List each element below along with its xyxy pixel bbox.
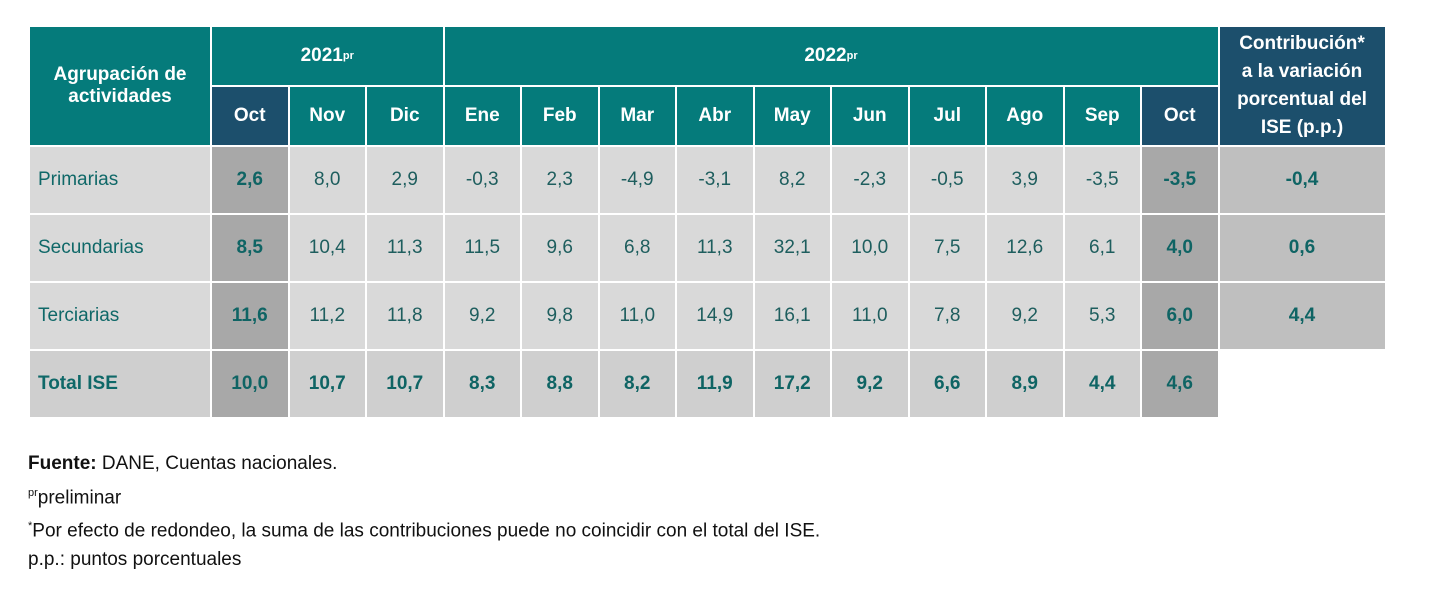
value-cell: 6,6 (909, 351, 985, 417)
contribution-line: ISE (p.p.) (1260, 117, 1344, 138)
value-cell: 10,0 (212, 351, 288, 417)
footnote-mark: pr (28, 486, 38, 499)
value-cell: 4,0 (1142, 215, 1218, 281)
value-cell: 4,6 (1142, 351, 1218, 417)
footnote: prpreliminar (28, 479, 820, 513)
year: 2022 (804, 45, 847, 66)
month-header: Oct (212, 87, 288, 145)
value-cell: 11,6 (212, 283, 288, 349)
value-cell: 10,7 (367, 351, 443, 417)
footnote-text: p.p.: puntos porcentuales (28, 549, 242, 571)
year-header: 2021 pr (212, 27, 443, 85)
value-cell: 8,3 (444, 351, 520, 417)
value-cell: -4,9 (599, 147, 675, 213)
value-cell: 9,2 (987, 283, 1063, 349)
month-header: Mar (599, 87, 675, 145)
value-cell: 2,3 (522, 147, 598, 213)
year-header: 2022 pr (444, 27, 1218, 85)
group-header: Agrupación de actividades (30, 27, 210, 145)
value-cell: -3,5 (1064, 147, 1140, 213)
value-cell: 11,0 (599, 283, 675, 349)
value-cell: -0,3 (444, 147, 520, 213)
year-note: pr (846, 50, 858, 62)
contribution-cell: -0,4 (1219, 147, 1385, 213)
month-header: Ago (987, 87, 1063, 145)
month-header: Dic (367, 87, 443, 145)
value-cell: 9,8 (522, 283, 598, 349)
value-cell: 32,1 (754, 215, 830, 281)
value-cell: 3,9 (987, 147, 1063, 213)
row-label: Total ISE (30, 351, 210, 417)
value-cell: 2,9 (367, 147, 443, 213)
value-cell: 11,8 (367, 283, 443, 349)
value-cell: 8,2 (599, 351, 675, 417)
footnote-text: DANE, Cuentas nacionales. (101, 453, 338, 474)
footnotes: Fuente: DANE, Cuentas nacionales. prprel… (28, 450, 820, 575)
value-cell: 11,3 (677, 215, 753, 281)
value-cell: 9,6 (522, 215, 598, 281)
month-header: Jun (832, 87, 908, 145)
month-header: Sep (1064, 87, 1140, 145)
value-cell: 5,3 (1064, 283, 1140, 349)
value-cell: 6,8 (599, 215, 675, 281)
value-cell: 8,9 (987, 351, 1063, 417)
value-cell: 8,8 (522, 351, 598, 417)
value-cell: 9,2 (444, 283, 520, 349)
month-header: Jul (909, 87, 985, 145)
value-cell: 7,5 (909, 215, 985, 281)
value-cell: 11,2 (289, 283, 365, 349)
value-cell: 11,3 (367, 215, 443, 281)
row-label: Terciarias (30, 283, 210, 349)
month-header: May (754, 87, 830, 145)
footnote-text: preliminar (37, 486, 122, 508)
value-cell: 17,2 (754, 351, 830, 417)
row-label: Secundarias (30, 215, 210, 281)
month-header: Nov (289, 87, 365, 145)
value-cell: 16,1 (754, 283, 830, 349)
footnote-label: Fuente: (28, 453, 97, 474)
value-cell: 11,5 (444, 215, 520, 281)
contribution-line: a la variación (1241, 61, 1363, 82)
value-cell: -2,3 (832, 147, 908, 213)
contribution-cell: 4,4 (1219, 283, 1385, 349)
footnote: *Por efecto de redondeo, la suma de las … (28, 512, 820, 546)
value-cell: 10,4 (289, 215, 365, 281)
value-cell: 14,9 (677, 283, 753, 349)
footnote: p.p.: puntos porcentuales (28, 546, 820, 575)
value-cell: 12,6 (987, 215, 1063, 281)
contribution-header: Contribución* a la variación porcentual de… (1219, 27, 1385, 145)
table: Agrupación de actividades 2021 pr Oct Nov Dic… (30, 27, 1385, 417)
month-header: Oct (1142, 87, 1218, 145)
value-cell: 8,0 (289, 147, 365, 213)
value-cell: 8,2 (754, 147, 830, 213)
contribution-cell: 0,6 (1219, 215, 1385, 281)
value-cell: -3,5 (1142, 147, 1218, 213)
footnote-mark: * (28, 520, 33, 533)
month-header: Feb (522, 87, 598, 145)
value-cell: 9,2 (832, 351, 908, 417)
value-cell: 11,9 (677, 351, 753, 417)
value-cell: 4,4 (1064, 351, 1140, 417)
month-header: Abr (677, 87, 753, 145)
value-cell: 2,6 (212, 147, 288, 213)
contribution-line: porcentual del (1237, 89, 1367, 110)
value-cell: 11,0 (832, 283, 908, 349)
value-cell: -0,5 (909, 147, 985, 213)
footnote-text: Por efecto de redondeo, la suma de las c… (32, 520, 821, 542)
value-cell: 10,0 (832, 215, 908, 281)
value-cell: 10,7 (289, 351, 365, 417)
value-cell: 8,5 (212, 215, 288, 281)
value-cell: 6,1 (1064, 215, 1140, 281)
value-cell: -3,1 (677, 147, 753, 213)
value-cell: 6,0 (1142, 283, 1218, 349)
year: 2021 (300, 45, 343, 66)
year-note: pr (342, 50, 354, 62)
row-label: Primarias (30, 147, 210, 213)
contribution-line: Contribución* (1239, 33, 1365, 54)
value-cell: 7,8 (909, 283, 985, 349)
month-header: Ene (444, 87, 520, 145)
footnote: Fuente: DANE, Cuentas nacionales. (28, 450, 820, 479)
